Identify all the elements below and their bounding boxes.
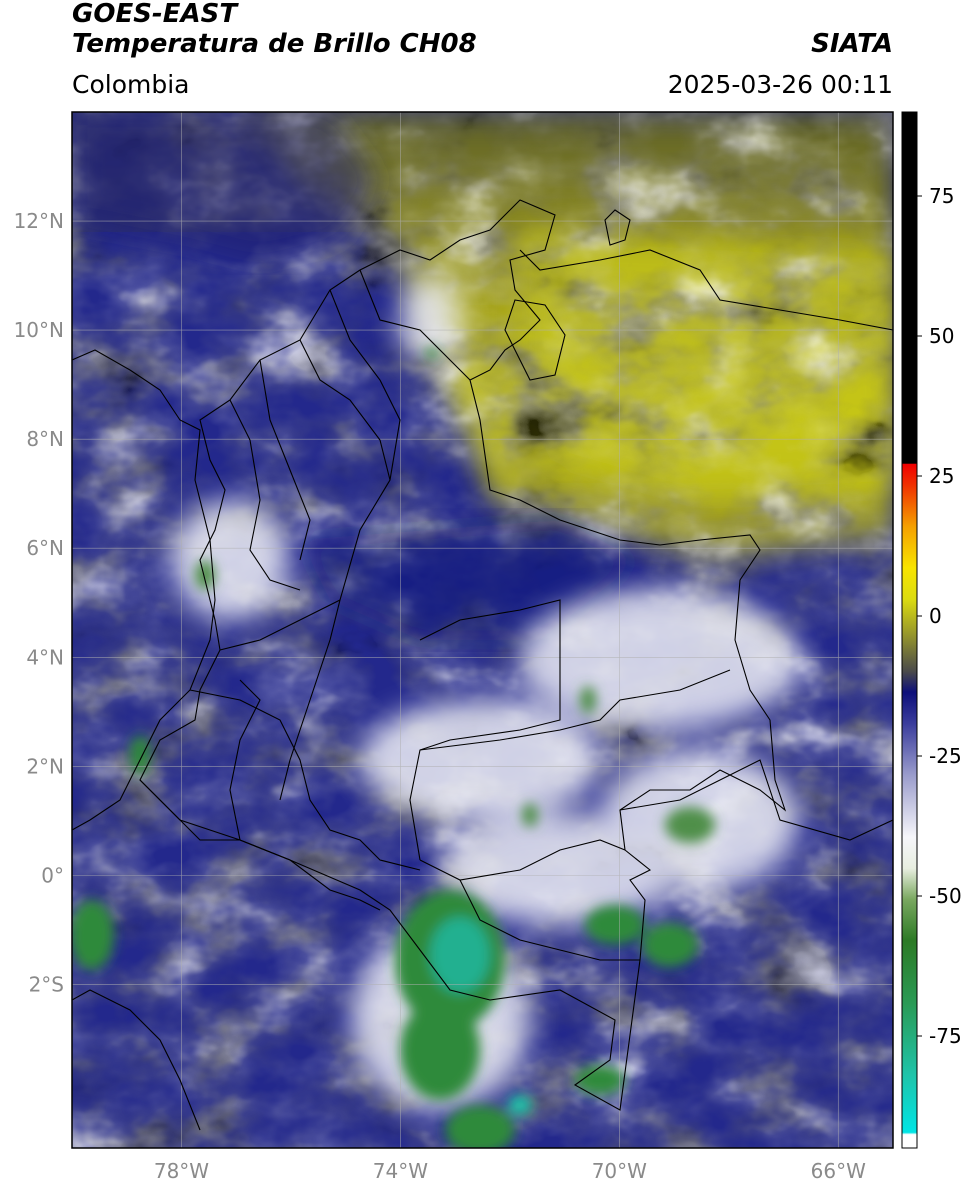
lat-label: 0°	[41, 863, 64, 887]
lat-label: 10°N	[14, 318, 64, 342]
paraguana	[604, 209, 631, 246]
ecuador-border	[139, 779, 381, 911]
map-frame	[71, 111, 894, 1149]
product-title: Temperatura de Brillo CH08	[72, 29, 477, 59]
lat-label: 12°N	[14, 209, 64, 233]
venezuela-coast	[519, 249, 893, 331]
colorbar-tick-label: 0	[929, 604, 942, 628]
brazil-border	[619, 759, 893, 841]
colorbar-tick-label: 75	[929, 184, 954, 208]
lon-label: 70°W	[592, 1159, 647, 1183]
longitude-labels: 78°W 74°W 70°W 66°W	[154, 1159, 866, 1183]
peru-coast	[72, 989, 201, 1131]
pacific-coast	[72, 349, 216, 831]
lat-label: 4°N	[26, 645, 64, 669]
inner-colombia	[279, 289, 401, 801]
maracaibo-lake	[504, 299, 566, 381]
satellite-image	[72, 112, 893, 1148]
colorbar-tick-label: 25	[929, 464, 954, 488]
colorbar	[901, 111, 918, 1149]
lat-label: 2°S	[29, 972, 64, 996]
colorbar-ticks: 75 50 25 0 -25 -50 -75	[917, 184, 962, 1048]
timestamp-label: 2025-03-26 00:11	[667, 70, 893, 99]
borders	[72, 199, 893, 1131]
colombia-border	[139, 199, 787, 1111]
lon-label: 78°W	[154, 1159, 209, 1183]
lat-label: 6°N	[26, 536, 64, 560]
brand-label: SIATA	[811, 29, 893, 59]
lon-label: 66°W	[811, 1159, 866, 1183]
colorbar-tick-label: -75	[929, 1024, 962, 1048]
lat-label: 8°N	[26, 427, 64, 451]
region-label: Colombia	[72, 70, 190, 99]
colorbar-tick-label: -25	[929, 744, 962, 768]
lat-label: 2°N	[26, 754, 64, 778]
colorbar-tick-label: -50	[929, 884, 962, 908]
lon-label: 74°W	[373, 1159, 428, 1183]
latitude-labels: 12°N 10°N 8°N 6°N 4°N 2°N 0° 2°S	[14, 209, 64, 996]
satellite-title: GOES-EAST	[72, 0, 238, 29]
colorbar-tick-label: 50	[929, 324, 954, 348]
graticule	[72, 112, 893, 1148]
